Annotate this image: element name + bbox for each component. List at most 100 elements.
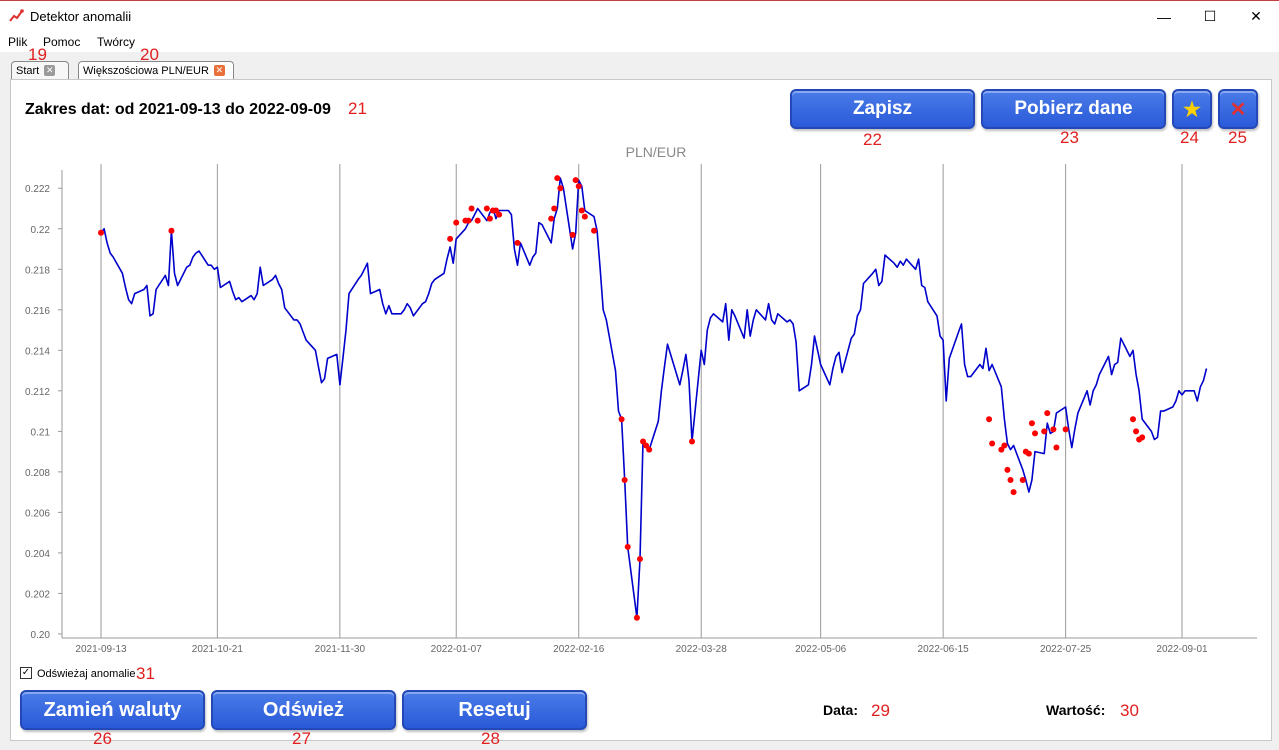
swap-currencies-button[interactable]: Zamień waluty: [20, 690, 205, 730]
y-tick-label: 0.218: [25, 265, 50, 276]
anomaly-point: [572, 177, 579, 184]
annotation-27: 27: [292, 729, 311, 748]
annotation-30: 30: [1120, 701, 1139, 720]
anomaly-point: [1062, 426, 1069, 433]
tab-pln-eur[interactable]: Większościowa PLN/EUR ✕: [78, 61, 234, 79]
anomaly-point: [514, 239, 521, 246]
anomaly-point: [1053, 444, 1060, 451]
anomaly-point: [618, 416, 625, 423]
anomaly-point: [636, 555, 643, 562]
x-tick-label: 2022-09-01: [1156, 644, 1208, 655]
anomaly-point: [554, 175, 561, 182]
date-info-label: Data:: [823, 702, 859, 718]
anomaly-point: [468, 205, 475, 212]
menu-file[interactable]: Plik: [8, 35, 28, 49]
annotation-29: 29: [871, 701, 890, 720]
date-range-label: Zakres dat: od 2021-09-13 do 2022-09-09: [25, 101, 331, 118]
anomaly-point: [624, 543, 631, 550]
x-tick-label: 2022-06-15: [918, 644, 970, 655]
annotation-20: 20: [140, 45, 159, 64]
menu-authors[interactable]: Twórcy: [97, 35, 136, 49]
refresh-anomalies-checkbox[interactable]: ✓: [20, 667, 32, 679]
anomaly-point: [689, 438, 696, 445]
x-tick-label: 2022-03-28: [676, 644, 728, 655]
anomaly-point: [1133, 428, 1140, 435]
anomaly-point: [1001, 442, 1008, 449]
anomaly-point: [621, 476, 628, 483]
anomaly-point: [1130, 416, 1137, 423]
maximize-button[interactable]: ☐: [1203, 8, 1217, 24]
fetch-data-button[interactable]: Pobierz dane: [981, 89, 1166, 129]
anomaly-point: [557, 185, 564, 192]
y-tick-label: 0.222: [25, 184, 50, 195]
favorite-button[interactable]: ★: [1172, 89, 1212, 129]
chart-title: PLN/EUR: [626, 144, 687, 160]
save-button[interactable]: Zapisz: [790, 89, 975, 129]
close-icon[interactable]: ✕: [213, 65, 225, 76]
anomaly-point: [1025, 450, 1032, 457]
window-title: Detektor anomalii: [30, 9, 132, 24]
menu-help[interactable]: Pomoc: [43, 35, 81, 49]
y-tick-label: 0.204: [25, 549, 50, 560]
anomaly-point: [98, 229, 104, 236]
anomaly-point: [633, 614, 640, 621]
x-tick-label: 2022-05-06: [795, 644, 847, 655]
x-tick-label: 2022-02-16: [553, 644, 605, 655]
anomaly-point: [474, 217, 481, 224]
x-tick-label: 2022-01-07: [431, 644, 483, 655]
close-window-button[interactable]: ✕: [1250, 8, 1262, 24]
anomaly-point: [1044, 410, 1051, 417]
anomaly-point: [548, 215, 555, 222]
y-tick-label: 0.202: [25, 589, 50, 600]
x-tick-label: 2022-07-25: [1040, 644, 1092, 655]
close-icon: ✕: [1229, 98, 1247, 121]
anomaly-point: [646, 446, 653, 453]
reset-button[interactable]: Resetuj: [402, 690, 587, 730]
refresh-anomalies-label: Odświeżaj anomalie: [37, 668, 136, 680]
close-icon[interactable]: ✕: [44, 65, 56, 76]
tab-label: Start: [16, 64, 40, 77]
anomaly-point: [1004, 466, 1011, 473]
value-info-label: Wartość:: [1046, 702, 1106, 718]
annotation-31: 31: [136, 664, 155, 683]
anomaly-point: [453, 219, 460, 226]
anomaly-point: [581, 213, 588, 220]
x-tick-label: 2021-11-30: [315, 644, 366, 655]
tab-start[interactable]: Start ✕: [11, 61, 69, 79]
y-tick-label: 0.20: [31, 630, 51, 641]
annotation-19: 19: [28, 45, 47, 64]
anomaly-point: [168, 227, 175, 234]
y-tick-label: 0.216: [25, 306, 50, 317]
y-tick-label: 0.21: [31, 427, 51, 438]
annotation-21: 21: [348, 99, 367, 118]
anomaly-point: [575, 183, 582, 190]
anomaly-point: [1050, 426, 1057, 433]
minimize-button[interactable]: —: [1157, 8, 1171, 25]
anomaly-point: [569, 231, 576, 238]
anomaly-point: [1139, 434, 1146, 441]
anomaly-point: [989, 440, 996, 447]
x-tick-label: 2021-10-21: [192, 644, 244, 655]
anomaly-point: [1019, 476, 1026, 483]
y-tick-label: 0.22: [31, 225, 51, 236]
anomaly-point: [465, 217, 472, 224]
anomaly-point: [578, 207, 585, 214]
anomaly-point: [551, 205, 558, 212]
y-tick-label: 0.208: [25, 468, 50, 479]
tab-label: Większościowa PLN/EUR: [83, 64, 209, 77]
annotation-22: 22: [863, 130, 882, 149]
annotation-26: 26: [93, 729, 112, 748]
anomaly-point: [483, 205, 490, 212]
star-icon: ★: [1183, 98, 1201, 121]
close-chart-button[interactable]: ✕: [1218, 89, 1258, 129]
anomaly-point: [447, 235, 454, 242]
refresh-button[interactable]: Odśwież: [211, 690, 396, 730]
annotation-28: 28: [481, 729, 500, 748]
y-tick-label: 0.214: [25, 346, 50, 357]
annotation-25: 25: [1228, 128, 1247, 147]
anomaly-point: [591, 227, 598, 234]
chart-icon: [9, 9, 24, 22]
anomaly-point: [1032, 430, 1039, 437]
anomaly-point: [986, 416, 993, 423]
